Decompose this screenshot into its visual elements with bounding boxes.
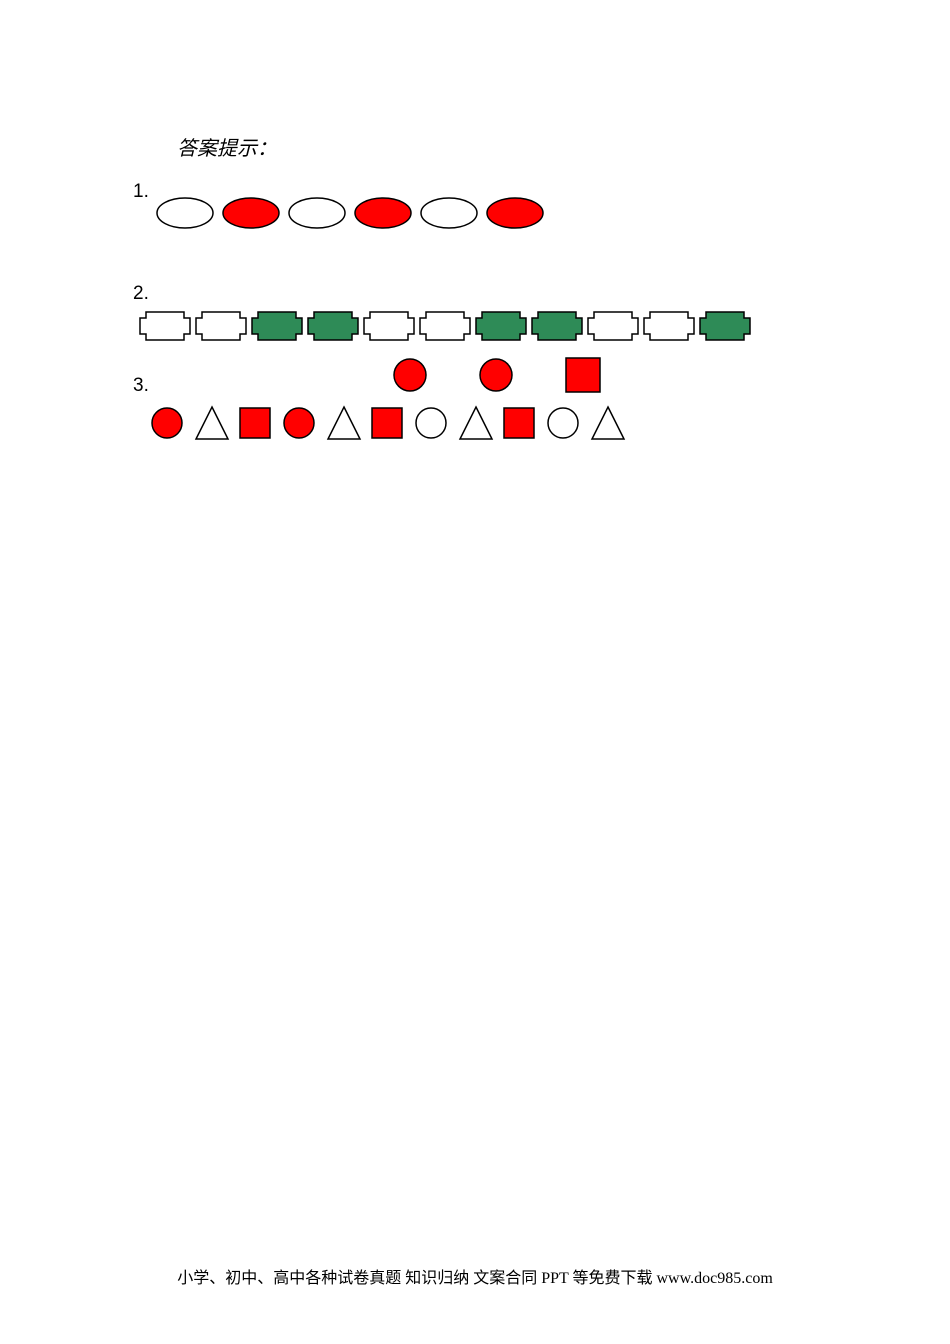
square-icon — [564, 356, 602, 394]
triangle-icon — [326, 405, 362, 441]
circle-icon — [546, 406, 580, 440]
circle-icon — [282, 406, 316, 440]
ellipse-icon — [155, 196, 215, 230]
footer: 小学、初中、高中各种试卷真题 知识归纳 文案合同 PPT 等免费下载 www.d… — [0, 1264, 950, 1288]
circle-icon — [414, 406, 448, 440]
triangle-icon — [590, 405, 626, 441]
label-3: 3. — [133, 375, 149, 397]
triangle-icon — [194, 405, 230, 441]
cross-icon — [250, 310, 304, 342]
circle-icon — [478, 357, 514, 393]
square-icon — [370, 406, 404, 440]
cross-icon — [698, 310, 752, 342]
cross-icon — [362, 310, 416, 342]
triangle-icon — [458, 405, 494, 441]
cross-icon — [418, 310, 472, 342]
cross-icon — [306, 310, 360, 342]
circle-icon — [392, 357, 428, 393]
ellipse-icon — [221, 196, 281, 230]
square-icon — [502, 406, 536, 440]
label-2: 2. — [133, 283, 149, 305]
cross-icon — [138, 310, 192, 342]
ellipse-icon — [353, 196, 413, 230]
ellipse-icon — [485, 196, 545, 230]
cross-icon — [530, 310, 584, 342]
square-icon — [238, 406, 272, 440]
ellipse-icon — [287, 196, 347, 230]
cross-icon — [586, 310, 640, 342]
heading: 答案提示： — [177, 132, 277, 161]
cross-icon — [474, 310, 528, 342]
circle-icon — [150, 406, 184, 440]
ellipse-icon — [419, 196, 479, 230]
cross-icon — [194, 310, 248, 342]
label-1: 1. — [133, 181, 149, 203]
cross-icon — [642, 310, 696, 342]
